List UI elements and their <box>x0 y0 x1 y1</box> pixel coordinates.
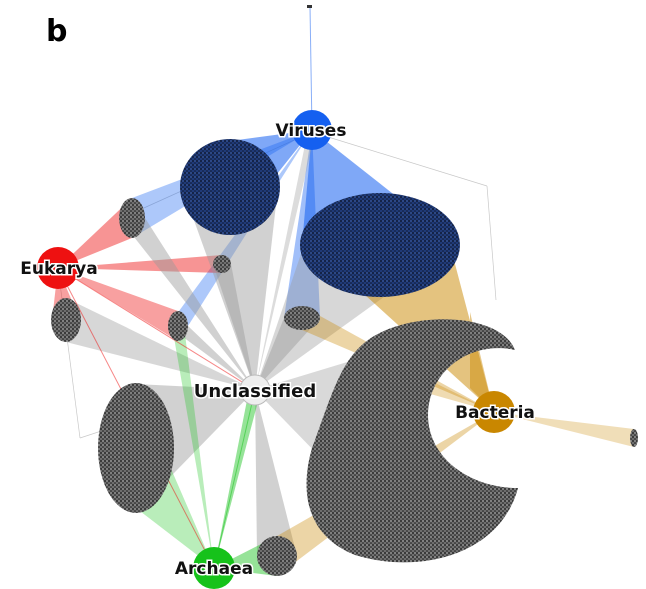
cluster-left-small <box>51 298 81 342</box>
cluster-bottom-small <box>257 536 297 576</box>
node-viruses[interactable] <box>292 110 332 150</box>
cluster-top-right <box>300 193 460 297</box>
label-viruses: Viruses <box>276 121 347 141</box>
node-eukarya[interactable] <box>37 247 79 289</box>
cluster-mid-small <box>168 311 188 341</box>
node-unclassified[interactable] <box>239 374 271 406</box>
top-edge-marker <box>307 5 312 8</box>
edge-fan-u-gray_edge <box>255 390 297 556</box>
cluster-mid-small-2 <box>213 255 231 273</box>
cluster-small-upper-left <box>119 198 145 238</box>
edge-fan-u-gray_edge <box>255 130 316 390</box>
edge-line-viruses <box>309 5 313 131</box>
bacteria-tail <box>494 412 638 447</box>
edge-line-archaea <box>213 389 256 569</box>
edge-fan-a-archaea <box>214 390 261 568</box>
label-archaea: Archaea <box>175 559 253 579</box>
panel-letter: b <box>46 14 68 49</box>
node-archaea[interactable] <box>193 547 235 589</box>
node-clusters <box>51 5 518 576</box>
edge-fan-u-gray_edge <box>213 264 255 390</box>
cluster-left-large <box>98 383 174 513</box>
edge-fan-u-gray_edge <box>168 326 255 390</box>
edge-fan-e-eukarya <box>58 198 132 268</box>
cluster-top-left <box>180 139 280 235</box>
label-eukarya: Eukarya <box>20 259 97 279</box>
cluster-bacteria-crescent <box>306 319 518 563</box>
cluster-center-top <box>284 306 320 330</box>
edge-line-eukarya <box>57 267 256 391</box>
edge-fan-u-gray_edge <box>182 187 278 390</box>
edge-fan-a-archaea <box>172 326 214 568</box>
node-labels: Viruses Eukarya Unclassified Bacteria Ar… <box>19 120 537 581</box>
primary-nodes <box>37 110 515 589</box>
edge-fan-u-gray_edge <box>66 298 255 390</box>
node-bacteria[interactable] <box>473 391 515 433</box>
label-unclassified: Unclassified <box>194 381 316 402</box>
label-bacteria: Bacteria <box>455 403 535 423</box>
edge-fan-e-eukarya <box>58 255 222 273</box>
edge-fan-u-gray_edge <box>119 218 255 390</box>
edge-fan-u-gray_edge <box>255 318 320 390</box>
